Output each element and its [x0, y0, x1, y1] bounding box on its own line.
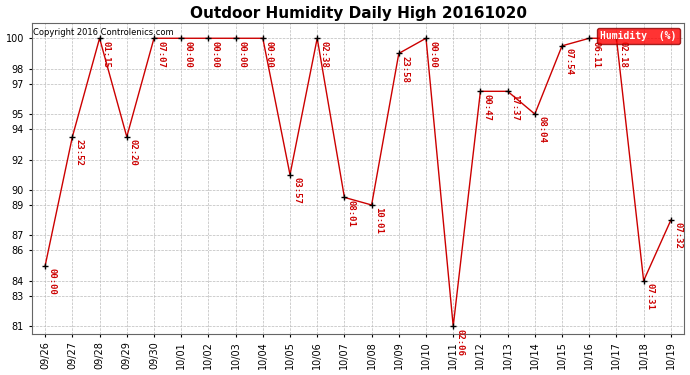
Text: 10:01: 10:01 [374, 207, 383, 234]
Text: 02:38: 02:38 [319, 40, 328, 68]
Text: 00:00: 00:00 [265, 40, 274, 68]
Text: 01:15: 01:15 [101, 40, 111, 68]
Text: 17:37: 17:37 [510, 94, 519, 120]
Text: 08:01: 08:01 [346, 200, 355, 226]
Title: Outdoor Humidity Daily High 20161020: Outdoor Humidity Daily High 20161020 [190, 6, 526, 21]
Text: 23:52: 23:52 [75, 139, 83, 166]
Text: 07:32: 07:32 [673, 222, 682, 249]
Text: 02:20: 02:20 [129, 139, 138, 166]
Text: 00:00: 00:00 [238, 40, 247, 68]
Text: 23:58: 23:58 [401, 56, 410, 82]
Text: 08:04: 08:04 [537, 116, 546, 143]
Legend: Humidity  (%): Humidity (%) [598, 28, 680, 44]
Text: 03:57: 03:57 [292, 177, 301, 204]
Text: 00:00: 00:00 [184, 40, 193, 68]
Text: 02:18: 02:18 [619, 40, 628, 68]
Text: 00:00: 00:00 [48, 268, 57, 295]
Text: 02:06: 02:06 [455, 328, 464, 356]
Text: Copyright 2016 Controlenics.com: Copyright 2016 Controlenics.com [33, 28, 173, 37]
Text: 00:00: 00:00 [210, 40, 219, 68]
Text: 06:11: 06:11 [591, 40, 600, 68]
Text: 07:54: 07:54 [564, 48, 573, 75]
Text: 00:00: 00:00 [428, 40, 437, 68]
Text: 00:47: 00:47 [482, 94, 491, 120]
Text: 07:07: 07:07 [156, 40, 165, 68]
Text: 07:31: 07:31 [646, 283, 655, 310]
